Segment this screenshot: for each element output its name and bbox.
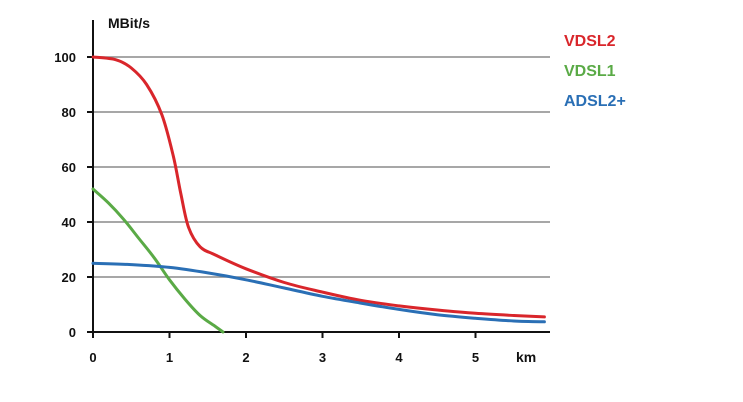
x-tick-label: 5	[472, 350, 479, 365]
x-tick-label: 3	[319, 350, 326, 365]
y-tick-label: 100	[54, 50, 76, 65]
y-tick-label: 40	[62, 215, 76, 230]
y-axis-label: MBit/s	[108, 15, 150, 31]
x-tick-label: 1	[166, 350, 173, 365]
legend-entry-vdsl1: VDSL1	[564, 63, 616, 80]
series-line-vdsl2	[91, 55, 546, 319]
grid-lines	[93, 56, 550, 278]
x-tick-label: 4	[395, 350, 403, 365]
series-line-vdsl1	[91, 187, 225, 334]
x-tick-label: 0	[89, 350, 96, 365]
series-line-adsl2	[91, 261, 546, 324]
x-tick-label: 2	[242, 350, 249, 365]
legend: VDSL2 VDSL1 ADSL2+	[564, 33, 626, 110]
axes	[92, 20, 550, 333]
y-tick-labels: 0 20 40 60 80 100	[54, 50, 93, 340]
legend-entry-adsl2: ADSL2+	[564, 93, 626, 110]
x-tick-labels: 0 1 2 3 4 5	[89, 332, 479, 365]
y-tick-label: 60	[62, 160, 76, 175]
y-tick-label: 0	[69, 325, 76, 340]
series-lines	[91, 55, 546, 334]
y-tick-label: 80	[62, 105, 76, 120]
y-tick-label: 20	[62, 270, 76, 285]
legend-entry-vdsl2: VDSL2	[564, 33, 616, 50]
x-axis-label: km	[516, 349, 536, 365]
